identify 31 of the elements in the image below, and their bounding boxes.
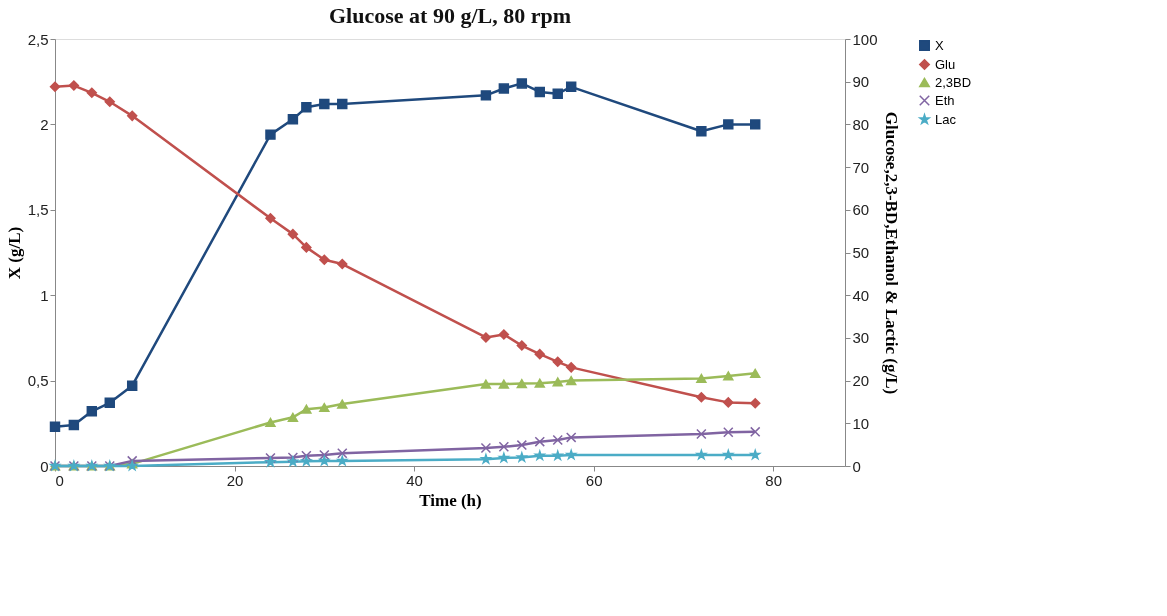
- y-tick-label: 1: [40, 286, 49, 304]
- y-tick-label: 0: [40, 457, 49, 475]
- y2-tick-label: 60: [852, 201, 870, 219]
- y2-tick-label: 10: [852, 414, 870, 432]
- chart-title: Glucose at 90 g/L, 80 rpm: [329, 3, 571, 28]
- x-axis-title: Time (h): [419, 490, 482, 510]
- y-tick-label: 2,5: [27, 30, 49, 48]
- y2-tick-label: 0: [852, 457, 861, 475]
- y2-tick-label: 70: [852, 158, 870, 176]
- legend-label: Glu: [935, 56, 956, 72]
- x-tick-label: 40: [406, 471, 423, 489]
- y-tick-label: 0,5: [27, 372, 49, 390]
- y-tick-label: 2: [40, 115, 49, 133]
- y2-tick-label: 40: [852, 286, 870, 304]
- legend-label: Lac: [935, 111, 957, 127]
- y2-axis-title: Glucose,2,3-BD,Ethanol & Lactic (g/L): [881, 111, 901, 395]
- x-tick-label: 80: [765, 471, 783, 489]
- x-tick-label: 0: [55, 471, 64, 489]
- y2-tick-label: 90: [852, 73, 870, 91]
- y2-tick-label: 30: [852, 329, 870, 347]
- y-tick-label: 1,5: [27, 201, 49, 219]
- y2-tick-label: 20: [852, 372, 870, 390]
- y2-tick-label: 80: [852, 115, 870, 133]
- legend-label: 2,3BD: [935, 74, 972, 90]
- x-tick-label: 20: [226, 471, 244, 489]
- x-tick-label: 60: [585, 471, 603, 489]
- legend-label: X: [935, 37, 944, 53]
- y2-tick-label: 100: [852, 30, 878, 48]
- y2-tick-label: 50: [852, 244, 870, 261]
- y-axis-title: X (g/L): [4, 226, 24, 280]
- legend-label: Eth: [935, 92, 955, 108]
